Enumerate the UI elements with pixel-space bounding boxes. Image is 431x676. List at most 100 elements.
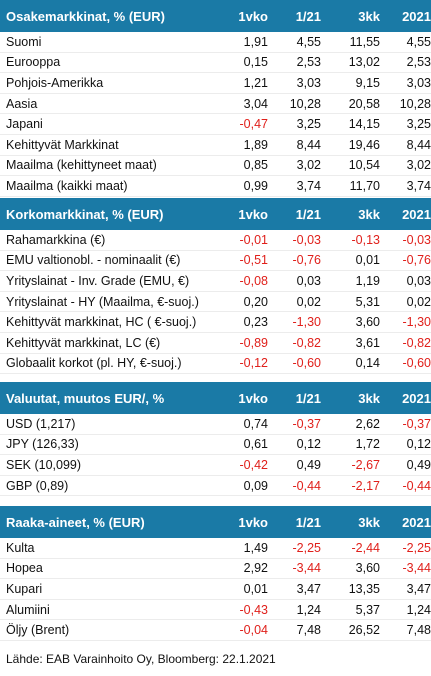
table-row: Rahamarkkina (€) -0,01 -0,03 -0,13 -0,03 bbox=[0, 230, 431, 251]
value-cell: 3,03 bbox=[406, 75, 431, 90]
value-cell: 26,52 bbox=[348, 623, 380, 638]
value-cell: -2,44 bbox=[351, 540, 381, 555]
value-cell: 0,03 bbox=[296, 273, 321, 288]
value-cell: 3,04 bbox=[243, 96, 268, 111]
value-cell: 1,91 bbox=[243, 34, 268, 49]
value-cell: 3,03 bbox=[296, 75, 321, 90]
value-cell: 1,72 bbox=[355, 437, 380, 452]
row-label: Alumiini bbox=[6, 602, 50, 617]
value-cell: 1,24 bbox=[296, 602, 321, 617]
value-cell: -0,08 bbox=[239, 273, 269, 288]
column-header: 3kk bbox=[358, 390, 380, 406]
table-row: Kehittyvät Markkinat 1,89 8,44 19,46 8,44 bbox=[0, 135, 431, 156]
value-cell: -0,60 bbox=[292, 356, 322, 371]
value-cell: -2,17 bbox=[351, 478, 381, 493]
row-label: Hopea bbox=[6, 561, 43, 576]
table-row: JPY (126,33) 0,61 0,12 1,72 0,12 bbox=[0, 435, 431, 456]
table-row: Yrityslainat - Inv. Grade (EMU, €) -0,08 0… bbox=[0, 271, 431, 292]
value-cell: -0,43 bbox=[239, 602, 269, 617]
row-label: Kupari bbox=[6, 581, 43, 596]
column-header: 1vko bbox=[238, 514, 268, 530]
value-cell: 7,48 bbox=[406, 623, 431, 638]
value-cell: 0,01 bbox=[243, 581, 268, 596]
value-cell: 0,61 bbox=[243, 437, 268, 452]
section-header: Korkomarkkinat, % (EUR) 1vko 1/21 3kk 2021 bbox=[0, 198, 431, 230]
row-label: Kehittyvät Markkinat bbox=[6, 137, 119, 152]
value-cell: 0,03 bbox=[406, 273, 431, 288]
value-cell: -0,44 bbox=[292, 478, 322, 493]
value-cell: -0,82 bbox=[402, 335, 431, 350]
row-label: Kehittyvät markkinat, LC (€) bbox=[6, 335, 161, 350]
table-row: Maailma (kehittyneet maat) 0,85 3,02 10,54 3… bbox=[0, 156, 431, 177]
value-cell: -0,60 bbox=[402, 356, 431, 371]
table-row: Kehittyvät markkinat, HC ( €-suoj.) 0,23 -… bbox=[0, 312, 431, 333]
value-cell: 1,49 bbox=[243, 540, 268, 555]
value-cell: 10,54 bbox=[348, 158, 380, 173]
value-cell: 11,55 bbox=[349, 34, 380, 49]
column-header: 3kk bbox=[358, 8, 380, 24]
row-label: Rahamarkkina (€) bbox=[6, 232, 106, 247]
value-cell: 20,58 bbox=[348, 96, 380, 111]
value-cell: -3,44 bbox=[292, 561, 322, 576]
row-label: Maailma (kaikki maat) bbox=[6, 178, 128, 193]
value-cell: 3,47 bbox=[406, 581, 431, 596]
table-row: GBP (0,89) 0,09 -0,44 -2,17 -0,44 bbox=[0, 476, 431, 497]
column-header: 2021 bbox=[402, 8, 431, 24]
table-row: Kupari 0,01 3,47 13,35 3,47 bbox=[0, 579, 431, 600]
column-header: 1/21 bbox=[295, 390, 321, 406]
value-cell: 2,62 bbox=[355, 416, 380, 431]
value-cell: 3,47 bbox=[296, 581, 321, 596]
section-header: Raaka-aineet, % (EUR) 1vko 1/21 3kk 2021 bbox=[0, 506, 431, 538]
value-cell: -0,76 bbox=[292, 253, 322, 268]
value-cell: 7,48 bbox=[296, 623, 321, 638]
value-cell: 1,19 bbox=[355, 273, 380, 288]
value-cell: 3,60 bbox=[355, 561, 380, 576]
table-row: Japani -0,47 3,25 14,15 3,25 bbox=[0, 114, 431, 135]
row-label: Maailma (kehittyneet maat) bbox=[6, 158, 157, 173]
value-cell: 2,53 bbox=[296, 55, 321, 70]
column-header: 3kk bbox=[358, 514, 380, 530]
row-label: Kulta bbox=[6, 540, 35, 555]
value-cell: -0,76 bbox=[402, 253, 431, 268]
table-row: Maailma (kaikki maat) 0,99 3,74 11,70 3,74 bbox=[0, 176, 431, 197]
value-cell: -0,12 bbox=[239, 356, 269, 371]
value-cell: -0,03 bbox=[292, 232, 322, 247]
value-cell: -0,42 bbox=[239, 457, 269, 472]
row-label: USD (1,217) bbox=[6, 416, 76, 431]
column-header: 2021 bbox=[402, 206, 431, 222]
value-cell: 1,21 bbox=[243, 75, 268, 90]
value-cell: 1,89 bbox=[243, 137, 268, 152]
section-header: Osakemarkkinat, % (EUR) 1vko 1/21 3kk 2021 bbox=[0, 0, 431, 32]
row-label: Eurooppa bbox=[6, 55, 61, 70]
table-row: Pohjois-Amerikka 1,21 3,03 9,15 3,03 bbox=[0, 73, 431, 94]
value-cell: 0,09 bbox=[243, 478, 268, 493]
value-cell: -0,51 bbox=[239, 253, 269, 268]
value-cell: 13,02 bbox=[348, 55, 380, 70]
value-cell: 5,37 bbox=[355, 602, 380, 617]
value-cell: 0,99 bbox=[243, 178, 268, 193]
section-title: Osakemarkkinat, % (EUR) bbox=[6, 8, 165, 24]
value-cell: 9,15 bbox=[355, 75, 380, 90]
value-cell: -0,03 bbox=[402, 232, 431, 247]
column-header: 2021 bbox=[402, 514, 431, 530]
table-row: Eurooppa 0,15 2,53 13,02 2,53 bbox=[0, 53, 431, 74]
row-label: JPY (126,33) bbox=[6, 437, 79, 452]
row-label: Suomi bbox=[6, 34, 42, 49]
row-label: Aasia bbox=[6, 96, 38, 111]
table-row: USD (1,217) 0,74 -0,37 2,62 -0,37 bbox=[0, 414, 431, 435]
section-0: Osakemarkkinat, % (EUR) 1vko 1/21 3kk 2021 Su… bbox=[0, 0, 431, 197]
table-row: Kehittyvät markkinat, LC (€) -0,89 -0,82 3,… bbox=[0, 333, 431, 354]
table-row: EMU valtionobl. - nominaalit (€) -0,51 -0,… bbox=[0, 251, 431, 272]
table-row: Globaalit korkot (pl. HY, €-suoj.) -0,12 -… bbox=[0, 354, 431, 375]
value-cell: 10,28 bbox=[289, 96, 321, 111]
value-cell: -0,37 bbox=[402, 416, 431, 431]
table-row: Suomi 1,91 4,55 11,55 4,55 bbox=[0, 32, 431, 53]
value-cell: 3,02 bbox=[296, 158, 321, 173]
value-cell: 0,14 bbox=[355, 356, 380, 371]
value-cell: -0,01 bbox=[239, 232, 269, 247]
column-header: 3kk bbox=[358, 206, 380, 222]
source-note: Lähde: EAB Varainhoito Oy, Bloomberg: 22… bbox=[6, 652, 276, 666]
value-cell: 0,02 bbox=[406, 294, 431, 309]
value-cell: 0,12 bbox=[296, 437, 321, 452]
